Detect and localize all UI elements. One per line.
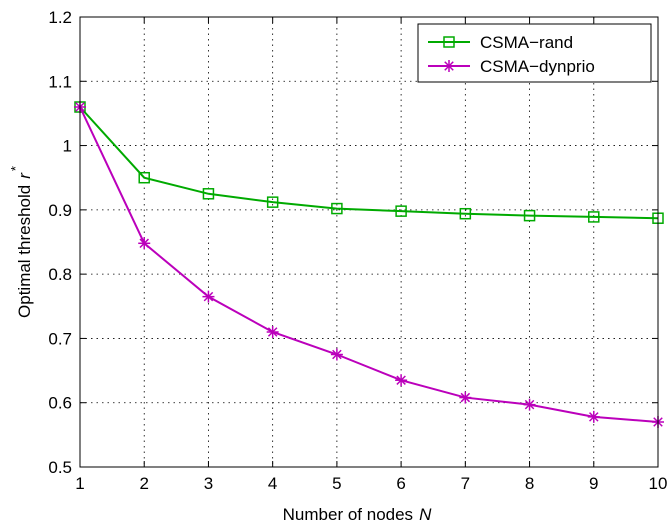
data-point bbox=[202, 290, 215, 303]
legend-box bbox=[417, 23, 652, 83]
plot-frame bbox=[79, 16, 659, 468]
data-point bbox=[459, 207, 472, 220]
legend-label: CSMA−rand bbox=[480, 33, 573, 52]
legend-marker bbox=[443, 60, 455, 72]
data-point bbox=[523, 209, 536, 222]
series-2 bbox=[74, 101, 664, 428]
x-tick-label: 3 bbox=[204, 474, 213, 493]
legend: CSMA−rand CSMA−dynprio bbox=[417, 23, 652, 83]
series-1 bbox=[74, 101, 664, 224]
legend-item: CSMA−rand bbox=[428, 33, 573, 52]
x-tick-label: 9 bbox=[589, 474, 598, 493]
x-tick-label: 6 bbox=[396, 474, 405, 493]
series-line bbox=[79, 106, 659, 423]
x-tick-label: 10 bbox=[649, 474, 668, 493]
y-axis-label: Optimal thresholdr* bbox=[8, 166, 34, 318]
axis-ticks: 1 2 3 4 5 6 7 8 9 10 0.5 0.6 0.7 0.8 0.9 1 1.1 1.2 bbox=[48, 8, 667, 493]
data-point bbox=[588, 211, 600, 223]
y-tick-label: 0.8 bbox=[48, 265, 72, 284]
data-point bbox=[459, 391, 472, 404]
data-point bbox=[138, 237, 151, 250]
data-point bbox=[395, 374, 408, 387]
y-tick-label: 1.1 bbox=[48, 72, 72, 91]
x-tick-label: 8 bbox=[525, 474, 534, 493]
x-tick-label: 2 bbox=[139, 474, 148, 493]
y-tick-label: 0.7 bbox=[48, 329, 72, 348]
legend-item: CSMA−dynprio bbox=[428, 57, 595, 76]
data-point bbox=[202, 188, 215, 200]
legend-marker bbox=[443, 36, 455, 48]
x-tick-label: 1 bbox=[75, 474, 84, 493]
y-tick-label: 0.6 bbox=[48, 394, 72, 413]
x-tick-label: 5 bbox=[332, 474, 341, 493]
x-tick-label: 7 bbox=[461, 474, 470, 493]
data-point bbox=[331, 202, 343, 215]
data-point bbox=[266, 326, 279, 338]
data-point bbox=[395, 205, 407, 217]
x-tick-label: 4 bbox=[268, 474, 277, 493]
y-tick-label: 1.2 bbox=[48, 8, 72, 27]
y-tick-label: 0.9 bbox=[48, 201, 72, 220]
data-point bbox=[266, 196, 279, 208]
data-point bbox=[138, 171, 150, 184]
series-layer bbox=[74, 101, 664, 428]
data-point bbox=[330, 348, 343, 361]
legend-label: CSMA−dynprio bbox=[480, 57, 595, 76]
y-tick-label: 1 bbox=[63, 137, 72, 156]
series-line bbox=[79, 106, 659, 220]
x-axis-label: Number of nodes N bbox=[283, 505, 432, 524]
y-tick-label: 0.5 bbox=[48, 458, 72, 477]
plot-area bbox=[80, 17, 658, 467]
data-point bbox=[523, 398, 536, 411]
data-point bbox=[587, 410, 600, 423]
